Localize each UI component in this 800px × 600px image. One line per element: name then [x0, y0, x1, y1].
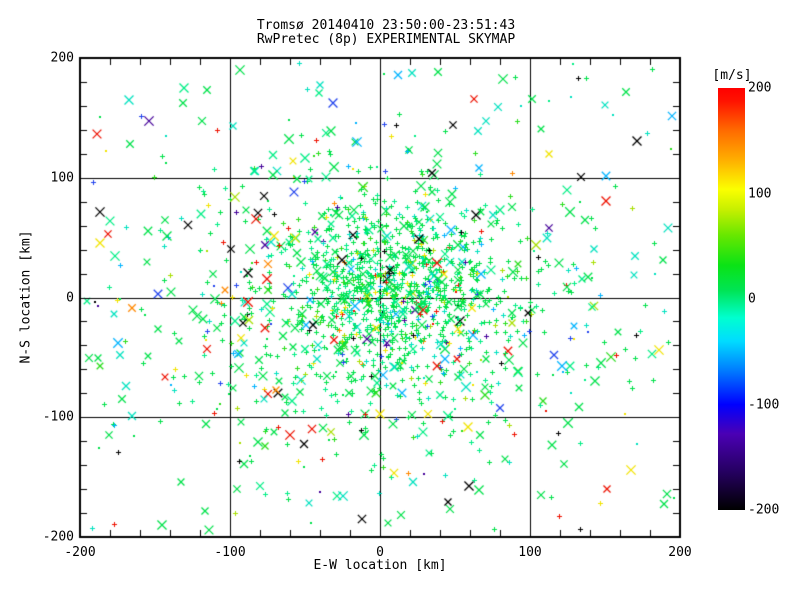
y-axis-tick-label: -100	[42, 409, 74, 425]
colorbar-unit-label: [m/s]	[712, 68, 752, 83]
colorbar-tick-label: -100	[748, 397, 780, 412]
plot-subtitle: RwPretec (8p) EXPERIMENTAL SKYMAP	[256, 32, 516, 47]
colorbar-tick-label: 0	[748, 291, 756, 307]
y-axis-label: N-S location [km]	[18, 230, 34, 364]
y-axis-tick-label: 100	[50, 170, 74, 186]
x-axis-tick-label: 200	[668, 545, 692, 560]
colorbar-tick-label: -200	[748, 502, 780, 518]
x-axis-tick-label: -200	[64, 545, 96, 560]
x-axis-tick-label: 0	[376, 545, 384, 560]
colorbar-tick-label: 100	[748, 186, 772, 201]
y-axis-tick-label: 0	[66, 290, 74, 305]
x-axis-label: E-W location [km]	[313, 558, 447, 573]
y-axis-tick-label: 200	[50, 50, 74, 66]
colorbar-tick-label: 200	[748, 80, 772, 96]
y-axis-tick-label: -200	[42, 529, 74, 545]
x-axis-tick-label: -100	[214, 545, 246, 560]
x-axis-tick-label: 100	[518, 545, 542, 560]
plot-title: Tromsø 20140410 23:50:00-23:51:43	[256, 18, 516, 33]
colorbar	[718, 88, 745, 510]
